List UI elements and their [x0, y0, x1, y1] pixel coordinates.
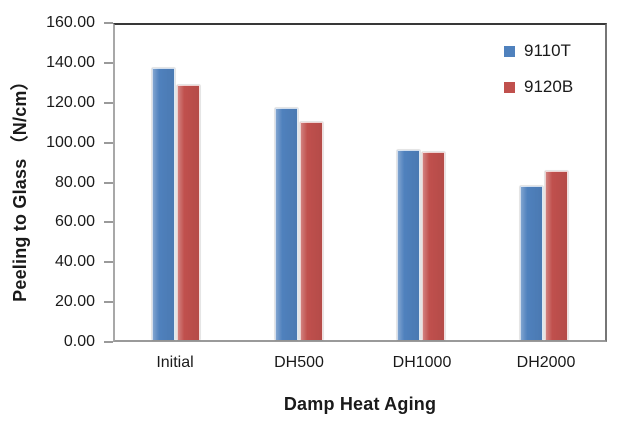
bar-group-Initial: [115, 25, 238, 340]
legend-swatch-icon: [504, 81, 515, 93]
bar-9110T-DH1000: [397, 150, 421, 340]
legend-swatch-icon: [504, 45, 515, 57]
y-tick-label: 60.00: [54, 213, 95, 231]
y-tick-label: 140.00: [46, 53, 95, 71]
bar-9120B-DH1000: [422, 152, 446, 340]
bar-group-DH500: [238, 25, 361, 340]
y-tick-mark: [104, 101, 113, 104]
x-category-label-DH1000: DH1000: [392, 354, 452, 371]
y-tick-mark: [104, 261, 113, 264]
plot-area: 9110T 9120B: [113, 23, 607, 342]
x-category-label-DH2000: DH2000: [516, 354, 576, 371]
bar-9110T-DH500: [274, 108, 298, 340]
y-tick-label: 40.00: [54, 253, 95, 271]
legend-label: 9120B: [524, 77, 574, 96]
y-tick-label: 80.00: [54, 173, 95, 191]
y-tick-label: 20.00: [54, 293, 95, 311]
bar-9110T-Initial: [152, 68, 176, 340]
y-tick-mark: [104, 181, 113, 184]
bar-9110T-DH2000: [519, 186, 543, 340]
legend: 9110T 9120B: [504, 40, 573, 98]
legend-label: 9110T: [524, 41, 571, 60]
y-tick-mark: [104, 341, 113, 343]
bar-9120B-Initial: [177, 85, 201, 340]
y-tick-label: 160.00: [46, 14, 95, 31]
x-axis-title: Damp Heat Aging: [283, 394, 437, 414]
bar-group-DH1000: [360, 25, 483, 340]
y-tick-mark: [104, 221, 113, 224]
y-tick-mark: [104, 301, 113, 304]
bar-series-container: [115, 25, 605, 340]
x-category-label-DH500: DH500: [274, 354, 324, 371]
x-category-label-Initial: Initial: [156, 354, 194, 371]
y-tick-label: 100.00: [46, 133, 95, 151]
y-tick-label: 120.00: [46, 93, 95, 111]
bar-9120B-DH2000: [544, 171, 568, 340]
legend-item-9110T: 9110T: [504, 40, 573, 62]
legend-item-9120B: 9120B: [504, 76, 573, 98]
y-tick-mark: [104, 141, 113, 144]
bar-group-DH2000: [483, 25, 606, 340]
y-tick-label: 0.00: [63, 333, 95, 350]
y-tick-mark: [104, 61, 113, 64]
y-tick-mark: [104, 22, 113, 24]
bar-9120B-DH500: [299, 122, 323, 340]
